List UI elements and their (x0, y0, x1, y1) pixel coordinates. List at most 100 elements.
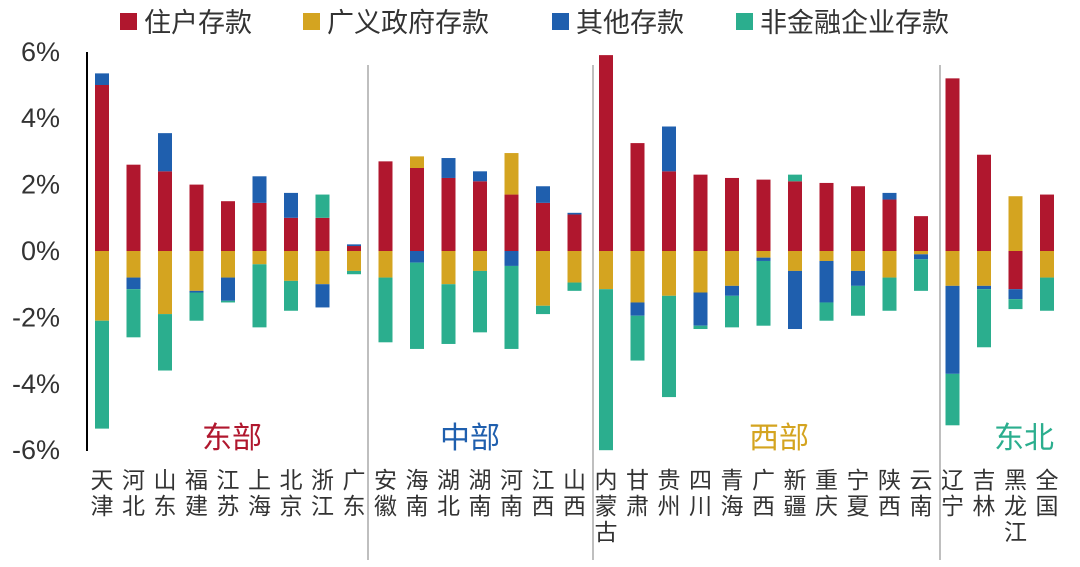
bar-gov (662, 251, 676, 296)
bar-corp (851, 285, 865, 316)
x-tick-label: 海南 (406, 468, 429, 520)
bar-other (95, 73, 109, 85)
bar-other (851, 270, 865, 286)
x-tick-label: 山东 (154, 468, 177, 520)
bar-other (945, 285, 960, 374)
y-tick-label: 4% (21, 103, 60, 133)
bar-gov (95, 251, 109, 321)
bar-household (567, 214, 582, 251)
bar-household (473, 181, 487, 251)
bar-gov (788, 251, 802, 271)
bar-corp (252, 264, 267, 328)
bar-other (1008, 289, 1023, 300)
bar-household (914, 216, 928, 251)
region-labels: 东部 中部 西部 东北 (202, 421, 1054, 456)
bar-gov (693, 251, 708, 293)
bar-household (756, 179, 771, 251)
bar-corp (126, 289, 141, 338)
bar-gov (252, 251, 267, 265)
legend-label-household: 住户存款 (144, 8, 252, 39)
bar-gov (819, 251, 834, 261)
bar-household (221, 201, 235, 251)
bar-gov (410, 156, 424, 168)
bar-corp (284, 280, 298, 311)
y-tick-label: 0% (21, 236, 60, 266)
bar-gov (914, 251, 928, 255)
region-label: 东部 (202, 421, 262, 456)
bar-other (284, 192, 298, 218)
y-axis: 6% 4% 2% 0% -2% -4% -6% (12, 37, 88, 465)
bar-gov (473, 251, 487, 271)
bar-corp (599, 289, 613, 451)
legend-swatch-other (552, 13, 569, 30)
bar-household (977, 154, 991, 251)
bar-household (252, 202, 267, 251)
bar-corp (567, 282, 582, 291)
bar-gov (567, 251, 582, 283)
region-label: 中部 (440, 421, 500, 456)
bar-household (693, 174, 708, 251)
bar-other (189, 290, 204, 293)
bar-gov (882, 251, 897, 278)
bar-household (284, 217, 298, 251)
bar-other (725, 285, 739, 296)
x-tick-label: 湖南 (469, 468, 492, 520)
bar-corp (221, 300, 235, 303)
bar-household (945, 78, 960, 251)
legend-swatch-household (120, 13, 137, 30)
bar-corp (473, 270, 487, 333)
bar-other (347, 244, 361, 247)
legend-label-corp: 非金融企业存款 (760, 8, 949, 39)
y-tick-label: 6% (21, 37, 60, 67)
bar-household (441, 177, 456, 251)
bar-corp (347, 270, 361, 275)
bar-gov (945, 251, 960, 286)
region-label: 东北 (994, 421, 1054, 456)
bar-gov (599, 251, 613, 290)
region-label: 西部 (749, 421, 809, 456)
x-tick-label: 黑龙江 (1004, 468, 1027, 546)
x-tick-label: 河北 (122, 468, 145, 520)
legend-label-other: 其他存款 (576, 8, 684, 39)
bar-corp (693, 325, 708, 330)
bar-household (630, 143, 645, 251)
bar-household (410, 168, 424, 251)
bar-household (788, 181, 802, 251)
bar-gov (630, 251, 645, 303)
bar-other (221, 277, 235, 301)
x-tick-label: 全国 (1036, 468, 1059, 520)
bar-household (851, 186, 865, 251)
bar-household (126, 164, 141, 251)
x-tick-label: 青海 (721, 468, 744, 520)
bar-other (819, 260, 834, 303)
bar-other (882, 192, 897, 200)
bar-gov (441, 251, 456, 285)
bar-corp (662, 295, 676, 398)
bar-household (599, 55, 613, 252)
x-tick-label: 陕西 (878, 468, 901, 520)
x-tick-label: 湖北 (437, 468, 460, 520)
bar-corp (945, 373, 960, 426)
legend-swatch-corp (736, 13, 753, 30)
bar-gov (756, 251, 771, 258)
bar-gov (315, 251, 330, 285)
bar-corp (441, 284, 456, 344)
x-tick-label: 安徽 (374, 468, 397, 520)
bar-household (347, 246, 361, 251)
bar-other (567, 212, 582, 215)
legend-swatch-gov (303, 13, 320, 30)
bar-gov (126, 251, 141, 278)
bar-other (315, 284, 330, 308)
bar-other (158, 133, 172, 172)
x-tick-label: 天津 (91, 468, 114, 520)
bar-household (536, 202, 550, 251)
bar-gov (284, 251, 298, 281)
x-tick-label: 辽宁 (941, 468, 964, 520)
bar-other (914, 254, 928, 260)
bar-corp (788, 174, 802, 182)
x-tick-label: 山西 (563, 468, 586, 520)
bar-corp (882, 277, 897, 311)
bar-corp (95, 320, 109, 429)
x-tick-label: 吉林 (973, 468, 996, 520)
x-tick-label: 浙江 (311, 468, 334, 520)
